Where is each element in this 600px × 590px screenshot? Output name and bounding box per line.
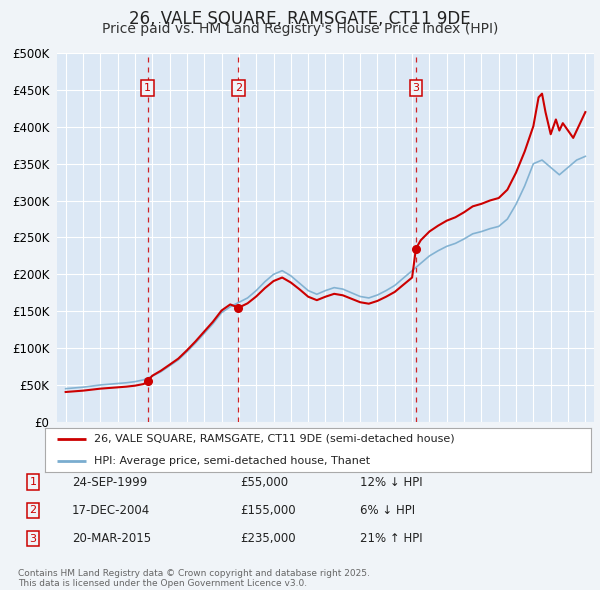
Text: 24-SEP-1999: 24-SEP-1999 <box>72 476 147 489</box>
Text: 12% ↓ HPI: 12% ↓ HPI <box>360 476 422 489</box>
Text: 26, VALE SQUARE, RAMSGATE, CT11 9DE (semi-detached house): 26, VALE SQUARE, RAMSGATE, CT11 9DE (sem… <box>94 434 455 444</box>
Text: £55,000: £55,000 <box>240 476 288 489</box>
Text: HPI: Average price, semi-detached house, Thanet: HPI: Average price, semi-detached house,… <box>94 456 370 466</box>
Text: 2: 2 <box>235 83 242 93</box>
Text: £155,000: £155,000 <box>240 504 296 517</box>
Text: 3: 3 <box>412 83 419 93</box>
Text: Contains HM Land Registry data © Crown copyright and database right 2025.
This d: Contains HM Land Registry data © Crown c… <box>18 569 370 588</box>
Text: 2: 2 <box>29 506 37 515</box>
Text: 21% ↑ HPI: 21% ↑ HPI <box>360 532 422 545</box>
Text: 20-MAR-2015: 20-MAR-2015 <box>72 532 151 545</box>
Text: 3: 3 <box>29 534 37 543</box>
Text: 6% ↓ HPI: 6% ↓ HPI <box>360 504 415 517</box>
Text: Price paid vs. HM Land Registry's House Price Index (HPI): Price paid vs. HM Land Registry's House … <box>102 22 498 37</box>
Text: 1: 1 <box>29 477 37 487</box>
Text: 26, VALE SQUARE, RAMSGATE, CT11 9DE: 26, VALE SQUARE, RAMSGATE, CT11 9DE <box>129 10 471 28</box>
Text: 17-DEC-2004: 17-DEC-2004 <box>72 504 150 517</box>
Text: 1: 1 <box>144 83 151 93</box>
Text: £235,000: £235,000 <box>240 532 296 545</box>
